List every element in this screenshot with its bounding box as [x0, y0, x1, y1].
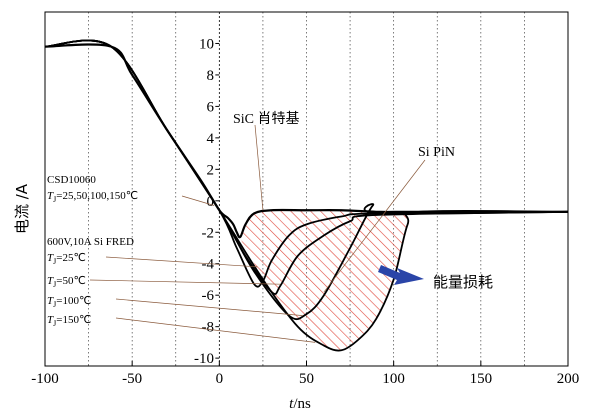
leader-line [254, 124, 264, 211]
leader-line [323, 159, 426, 293]
y-tick-label: 8 [207, 68, 215, 84]
series-group [44, 39, 569, 352]
label-si-fred: 600V,10A Si FRED [47, 236, 134, 248]
y-tick-label: 6 [207, 99, 215, 115]
label-csd-tj: TJ=25,50,100,150℃ [47, 190, 138, 204]
leader-line [89, 279, 281, 285]
y-axis-label: 电流 /A [13, 183, 31, 234]
label-tj-100: TJ=100℃ [47, 295, 91, 309]
energy-loss-arrow [378, 265, 424, 285]
x-ticks: -100 -50 0 50 100 150 200 [31, 361, 579, 387]
x-tick-label: -100 [31, 371, 59, 387]
y-tick-label: 2 [207, 162, 215, 178]
y-tick-label: -10 [194, 351, 214, 367]
y-tick-label: -6 [202, 288, 215, 304]
y-tick-label: 10 [199, 36, 214, 52]
x-tick-label: 100 [382, 371, 405, 387]
y-tick-label: 4 [207, 131, 215, 147]
label-csd10060: CSD10060 [47, 174, 96, 186]
y-ticks: 10 8 6 4 2 0 -2 -4 -6 -8 -10 [194, 36, 220, 367]
y-tick-label: -8 [202, 320, 215, 336]
x-tick-label: -50 [122, 371, 142, 387]
grid [88, 12, 525, 366]
label-sic-schottky: SiC 肖特基 [233, 110, 300, 127]
x-tick-label: 50 [299, 371, 314, 387]
label-si-pin: Si PiN [418, 145, 455, 160]
label-energy-loss: 能量损耗 [433, 273, 493, 291]
x-axis-label: t/ns [289, 396, 311, 412]
y-tick-label: 0 [207, 194, 215, 210]
x-tick-label: 200 [557, 371, 580, 387]
x-tick-label: 0 [216, 371, 224, 387]
leader-lines [89, 124, 426, 343]
label-tj-25: TJ=25℃ [47, 252, 86, 266]
x-tick-label: 150 [470, 371, 493, 387]
leader-line [115, 298, 304, 317]
leader-line [181, 195, 215, 206]
leader-line [115, 317, 316, 343]
label-tj-50: TJ=50℃ [47, 275, 86, 289]
leader-line [105, 256, 258, 268]
label-tj-150: TJ=150℃ [47, 314, 91, 328]
y-tick-label: -4 [202, 257, 215, 273]
y-tick-label: -2 [202, 225, 215, 241]
series-line [44, 39, 569, 352]
